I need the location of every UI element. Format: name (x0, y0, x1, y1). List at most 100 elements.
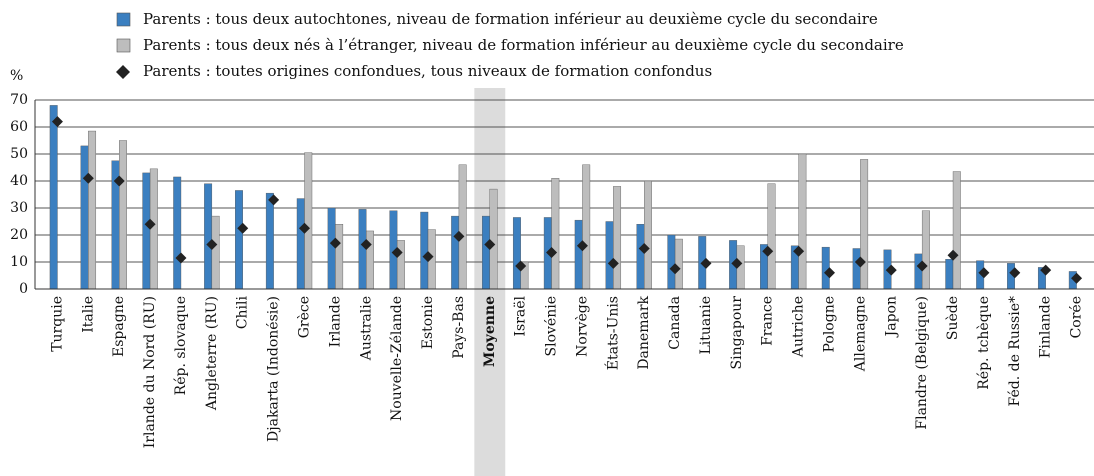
x-tick-label: Djakarta (Indonésie) (266, 296, 282, 442)
bar (512, 217, 521, 290)
diamond-marker (206, 238, 218, 250)
bar (451, 215, 460, 290)
x-tick-label: États-Unis (603, 296, 621, 370)
x-tick-label: Rép. slovaque (173, 296, 189, 395)
x-tick-label: Angleterre (RU) (204, 296, 220, 411)
bar (88, 130, 97, 290)
bar (296, 198, 305, 290)
legend-label: Parents : tous deux autochtones, niveau … (143, 10, 878, 28)
bar (458, 164, 467, 290)
y-tick-label: 20 (10, 227, 28, 243)
x-tick-label: Chili (235, 295, 251, 329)
x-tick-label: Finlande (1038, 296, 1054, 358)
bar (173, 176, 182, 290)
diamond-marker (175, 252, 187, 264)
bar (798, 153, 807, 290)
diamond-marker (824, 267, 835, 279)
diamond-marker (576, 240, 588, 252)
y-tick-label: 10 (10, 254, 28, 270)
y-tick-label: 50 (10, 146, 28, 162)
diamond-marker (144, 218, 156, 230)
x-tick-label: Moyenne (482, 296, 498, 367)
x-tick-label: France (760, 296, 776, 346)
y-tick-label: 60 (10, 119, 28, 135)
bar (204, 183, 213, 290)
bar (304, 152, 313, 290)
y-tick-label: 30 (10, 200, 28, 216)
diamond-marker (885, 264, 897, 276)
x-tick-label: Nouvelle-Zélande (389, 296, 405, 421)
x-tick-label: Autriche (791, 296, 807, 358)
bar (142, 172, 151, 290)
x-tick-label: Pays-Bas (451, 296, 467, 359)
bar (582, 164, 591, 290)
x-tick-label: Japon (883, 296, 899, 338)
x-tick-label: Australie (358, 296, 374, 361)
diamond-marker (1040, 264, 1052, 276)
bar (335, 223, 344, 290)
diamond-marker (978, 267, 990, 279)
x-tick-label: Pologne (822, 296, 838, 352)
diamond-marker (546, 247, 558, 259)
bar (644, 180, 652, 290)
bar (921, 210, 930, 290)
bar (80, 145, 89, 290)
diamond-marker (268, 194, 280, 206)
diamond-marker (762, 245, 774, 257)
x-tick-label: Danemark (636, 295, 652, 369)
diamond-marker (947, 249, 959, 261)
x-tick-label: Estonie (420, 296, 436, 349)
diamond-marker (422, 251, 434, 263)
y-tick-label: 40 (10, 173, 28, 189)
x-tick-label: Espagne (111, 296, 127, 357)
legend-label: Parents : toutes origines confondues, to… (143, 62, 712, 80)
bar (366, 230, 374, 290)
diamond-marker (607, 257, 619, 269)
x-tick-label: Corée (1069, 296, 1085, 338)
x-tick-label: Singapour (729, 296, 745, 370)
bar (327, 207, 336, 290)
x-tick-label: Rép. tchèque (976, 296, 992, 390)
bar (945, 259, 954, 290)
x-tick-label: Suède (945, 296, 961, 340)
bar (119, 140, 127, 290)
x-tick-label: Lituanie (698, 296, 714, 355)
diamond-marker (82, 172, 94, 184)
diamond-marker (113, 175, 125, 187)
diamond-marker (237, 222, 249, 234)
diamond-marker (916, 260, 928, 272)
bar (396, 240, 405, 290)
diamond-marker (391, 247, 403, 259)
x-tick-label: Irlande du Nord (RU) (142, 296, 158, 448)
x-tick-label: Turquie (49, 296, 65, 352)
bar (767, 183, 776, 290)
x-tick-label: Italie (80, 296, 96, 333)
diamond-marker (1071, 272, 1083, 284)
bar (489, 188, 498, 290)
x-tick-label: Slovénie (544, 296, 560, 356)
bar (574, 219, 583, 290)
bar (674, 238, 683, 290)
diamond-marker (484, 238, 496, 250)
diamond-marker (793, 245, 805, 257)
diamond-marker (515, 260, 527, 272)
diamond-marker (360, 238, 372, 250)
x-tick-label: Féd. de Russie* (1007, 296, 1023, 406)
bar (860, 159, 869, 290)
x-tick-label: Israël (513, 295, 529, 336)
bar (613, 186, 622, 290)
x-tick-label: Canada (667, 296, 683, 350)
diamond-marker (453, 230, 465, 242)
diamond-marker (51, 116, 63, 128)
x-tick-label: Allemagne (852, 296, 868, 372)
bar (952, 171, 961, 290)
diamond-marker (669, 263, 681, 275)
legend-label: Parents : tous deux nés à l’étranger, ni… (143, 36, 904, 54)
diamond-marker (700, 257, 712, 269)
bar (821, 246, 830, 290)
y-tick-label: 70 (10, 92, 28, 108)
bar (149, 168, 158, 290)
bar (358, 209, 367, 290)
x-tick-label: Norvège (574, 296, 590, 357)
diamond-marker (638, 243, 650, 254)
